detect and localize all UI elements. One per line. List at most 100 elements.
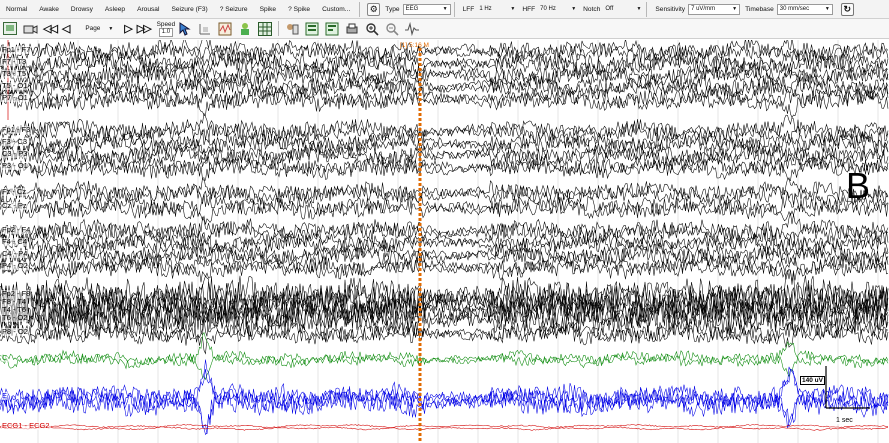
eeg-trace	[0, 112, 889, 145]
eeg-trace	[0, 62, 889, 94]
hff-value: 70 Hz	[540, 6, 556, 12]
event-button-awake[interactable]: Awake	[39, 5, 59, 13]
event-button-asleep[interactable]: Asleep	[104, 5, 126, 13]
eeg-trace	[0, 180, 889, 208]
chevron-down-icon: ▼	[636, 6, 642, 12]
eeg-trace	[0, 73, 889, 104]
cursor-arrow-icon[interactable]	[177, 21, 193, 37]
channel-label: F3 - C3	[1, 137, 29, 146]
channel-label: T5 - O1	[1, 81, 29, 90]
eeg-trace	[0, 253, 889, 283]
eeg-trace	[0, 47, 889, 77]
lff-value: 1 Hz	[479, 6, 492, 12]
notch-select[interactable]: Off ▼	[603, 4, 643, 15]
channel-label: Fz - Cz	[1, 187, 28, 196]
type-label: Type	[385, 5, 400, 13]
eeg-trace	[0, 331, 889, 370]
measure-tool-icon[interactable]	[197, 21, 213, 37]
electrode-icon[interactable]	[237, 21, 253, 37]
video-camera-icon[interactable]	[22, 21, 38, 37]
channel-label: F4 - C4	[1, 237, 29, 246]
sensitivity-value: 7 uV/mm	[691, 6, 716, 12]
zoom-in-icon[interactable]	[364, 21, 380, 37]
channel-label: P7 - O1	[1, 93, 29, 102]
eeg-trace	[0, 296, 889, 338]
speed-control[interactable]: Speed 1.0	[157, 21, 175, 37]
channel-label: Fp2 - F8	[1, 289, 32, 298]
channel-label: F7 - T3	[1, 57, 28, 66]
eeg-trace	[0, 140, 889, 169]
grid-view-icon[interactable]	[257, 21, 273, 37]
toolbar-divider	[359, 1, 361, 17]
eeg-trace	[0, 229, 889, 257]
amplitude-calibration-label: 140 uV	[800, 376, 825, 385]
toolbar-divider	[278, 21, 280, 36]
chevron-down-icon[interactable]: ▼	[108, 25, 114, 32]
patient-record-icon[interactable]	[284, 21, 300, 37]
event-button-possible-seizure[interactable]: ? Seizure	[219, 5, 248, 13]
waveform-icon[interactable]	[404, 21, 420, 37]
timebase-select[interactable]: 30 mm/sec ▼	[776, 3, 833, 15]
print-icon[interactable]	[344, 21, 360, 37]
notch-value: Off	[605, 6, 614, 12]
montage-icon[interactable]	[2, 21, 18, 37]
eeg-trace	[0, 118, 889, 146]
event-toolbar: Normal Awake Drowsy Asleep Arousal Seizu…	[0, 0, 889, 19]
settings-gear-icon[interactable]: ⚙	[367, 2, 381, 16]
zoom-out-icon[interactable]	[384, 21, 400, 37]
channel-label: Fp1 - F3	[1, 125, 32, 134]
eeg-trace	[0, 152, 889, 180]
eeg-trace	[0, 231, 889, 257]
event-button-possible-spike[interactable]: ? Spike	[288, 5, 311, 13]
channel-label: T3 - T5	[1, 69, 28, 78]
eeg-trace	[0, 290, 889, 331]
event-button-arousal[interactable]: Arousal	[137, 5, 160, 13]
channel-label: P4 - O2	[1, 261, 29, 270]
step-back-icon[interactable]: ◁	[61, 23, 71, 35]
eeg-trace	[0, 86, 889, 118]
notch-label: Notch	[583, 5, 601, 13]
speed-input[interactable]: 1.0	[158, 27, 174, 37]
type-select[interactable]: EEG ▼	[402, 3, 451, 15]
chevron-down-icon: ▼	[510, 6, 516, 12]
step-forward-icon[interactable]: ▷	[124, 23, 133, 35]
eeg-trace	[0, 154, 889, 182]
eeg-trace	[0, 190, 889, 220]
lff-label: LFF	[462, 5, 475, 13]
eeg-trace	[0, 142, 889, 169]
eeg-trace	[0, 255, 889, 281]
event-button-spike[interactable]: Spike	[259, 5, 277, 13]
fast-forward-icon[interactable]: ▷▷	[136, 23, 152, 35]
eeg-trace	[0, 62, 889, 89]
lff-select[interactable]: 1 Hz ▼	[477, 4, 517, 15]
event-button-normal[interactable]: Normal	[6, 5, 28, 13]
speed-label: Speed	[156, 20, 176, 28]
channel-label: P3 - O1	[1, 161, 29, 170]
eeg-trace	[0, 349, 889, 381]
spike-tool-icon[interactable]	[217, 21, 233, 37]
chevron-down-icon: ▼	[824, 6, 830, 12]
eeg-trace	[0, 177, 889, 207]
hff-select[interactable]: 70 Hz ▼	[538, 4, 578, 15]
channel-label: E	[1, 391, 9, 400]
eeg-trace	[0, 238, 889, 269]
channel-label: T6 - O2	[1, 313, 29, 322]
rewind-icon[interactable]: ◁◁	[43, 23, 58, 35]
event-marker-label[interactable]: [1] 5:16 M	[400, 42, 429, 49]
timebase-label: Timebase	[745, 5, 774, 13]
eeg-trace	[0, 241, 889, 268]
chevron-down-icon: ▼	[571, 6, 577, 12]
refresh-icon[interactable]: ↻	[840, 2, 854, 16]
eeg-trace	[0, 40, 889, 67]
report-edit-icon[interactable]	[324, 21, 340, 37]
report-icon[interactable]	[304, 21, 320, 37]
sensitivity-label: Sensitivity	[655, 5, 686, 13]
eeg-trace	[0, 423, 889, 429]
event-button-custom[interactable]: Custom...	[322, 5, 351, 13]
eeg-waveform-panel[interactable]: Fp1 - F7 F7 - T3 T3 - T5 T5 - O1 P7 - O1 Fp1 …	[0, 40, 889, 443]
event-button-drowsy[interactable]: Drowsy	[70, 5, 93, 13]
chevron-down-icon: ▼	[732, 6, 738, 12]
eeg-trace	[0, 426, 889, 431]
sensitivity-select[interactable]: 7 uV/mm ▼	[688, 3, 741, 15]
event-button-seizure[interactable]: Seizure (F3)	[171, 5, 208, 13]
